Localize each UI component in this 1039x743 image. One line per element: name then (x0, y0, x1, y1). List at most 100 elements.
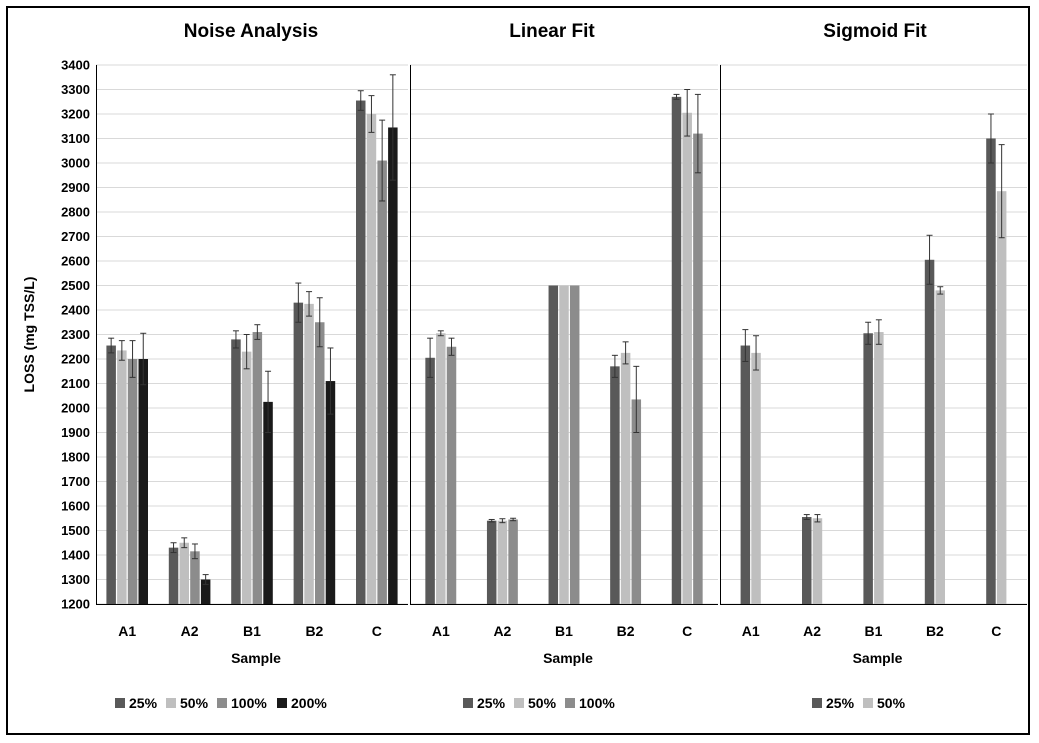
panel-title-0: Noise Analysis (184, 21, 318, 42)
bar-B2-50% (935, 290, 945, 604)
legend-swatch-25% (115, 698, 125, 708)
y-tick-label: 1200 (61, 597, 90, 612)
y-tick-label: 1400 (61, 548, 90, 563)
x-tick-label-C: C (682, 623, 692, 639)
y-tick-label: 1900 (61, 425, 90, 440)
y-tick-label: 3000 (61, 156, 90, 171)
x-tick-label-B2: B2 (305, 623, 323, 639)
y-tick-label: 2800 (61, 205, 90, 220)
x-tick-label-A2: A2 (803, 623, 821, 639)
legend-swatch-200% (277, 698, 287, 708)
y-tick-label: 1300 (61, 572, 90, 587)
legend-swatch-50% (863, 698, 873, 708)
x-tick-label-A1: A1 (742, 623, 760, 639)
bar-B1-100% (252, 332, 263, 604)
y-tick-label: 3200 (61, 107, 90, 122)
bar-B2-50% (304, 303, 314, 604)
y-tick-label: 2600 (61, 254, 90, 269)
bar-B2-25% (293, 302, 304, 604)
x-axis-label-1: Sample (543, 650, 593, 666)
x-tick-label-C: C (372, 623, 382, 639)
bar-B2-200% (325, 381, 336, 604)
x-tick-label-B2: B2 (926, 623, 944, 639)
legend-swatch-50% (166, 698, 176, 708)
legend-label-25%: 25% (477, 695, 506, 711)
x-tick-label-B1: B1 (555, 623, 573, 639)
legend-label-200%: 200% (291, 695, 327, 711)
y-axis-label: LOSS (mg TSS/L) (21, 277, 37, 393)
legend-swatch-50% (514, 698, 524, 708)
bar-C-100% (693, 133, 703, 604)
bar-A2-50% (812, 518, 823, 604)
bar-C-50% (366, 114, 377, 604)
x-tick-label-B2: B2 (617, 623, 635, 639)
y-tick-label: 2200 (61, 352, 90, 367)
x-axis-label-2: Sample (853, 650, 903, 666)
legend-swatch-100% (217, 698, 227, 708)
bar-A1-50% (751, 352, 761, 604)
bar-B1-25% (231, 339, 241, 604)
bar-B1-50% (559, 285, 569, 604)
y-tick-label: 3400 (61, 58, 90, 73)
x-axis-label-0: Sample (231, 650, 281, 666)
x-tick-label-A2: A2 (181, 623, 199, 639)
y-tick-label: 1700 (61, 474, 90, 489)
x-tick-label-B1: B1 (865, 623, 883, 639)
bar-B2-50% (620, 352, 631, 604)
bar-B1-50% (241, 351, 252, 604)
legend-label-100%: 100% (231, 695, 267, 711)
x-tick-label-B1: B1 (243, 623, 261, 639)
bar-A2-100% (508, 519, 518, 604)
bar-A2-25% (486, 520, 497, 604)
figure-frame (6, 6, 1030, 735)
legend-swatch-25% (812, 698, 822, 708)
bar-A1-100% (127, 359, 138, 604)
legend-label-25%: 25% (826, 695, 855, 711)
bar-C-200% (388, 127, 398, 604)
legend-label-50%: 50% (528, 695, 557, 711)
y-tick-label: 2500 (61, 278, 90, 293)
bar-C-50% (996, 191, 1007, 605)
bar-B2-25% (924, 259, 935, 604)
y-tick-label: 2400 (61, 303, 90, 318)
bar-A2-25% (168, 547, 179, 604)
y-tick-label: 1800 (61, 450, 90, 465)
bar-C-25% (356, 100, 366, 605)
bar-A1-50% (436, 333, 446, 604)
bar-A2-50% (179, 542, 189, 604)
x-tick-label-C: C (991, 623, 1001, 639)
y-tick-label: 2300 (61, 327, 90, 342)
legend-label-100%: 100% (579, 695, 615, 711)
x-tick-label-A2: A2 (493, 623, 511, 639)
bar-B2-100% (631, 399, 642, 604)
y-tick-label: 3100 (61, 131, 90, 146)
bar-A1-50% (117, 350, 127, 604)
bar-A1-25% (740, 345, 751, 604)
bar-A1-200% (138, 359, 148, 604)
bar-B1-100% (569, 285, 580, 604)
bar-C-25% (986, 138, 996, 604)
y-tick-label: 2000 (61, 401, 90, 416)
y-tick-label: 3300 (61, 82, 90, 97)
bar-B1-50% (874, 332, 884, 604)
bar-C-50% (682, 112, 692, 605)
bar-A2-200% (200, 579, 211, 604)
bar-A2-100% (190, 551, 200, 604)
bar-C-25% (671, 96, 682, 604)
panel-title-1: Linear Fit (509, 21, 595, 42)
y-tick-label: 1500 (61, 523, 90, 538)
y-tick-label: 2100 (61, 376, 90, 391)
bar-A2-50% (497, 520, 508, 604)
y-tick-label: 2900 (61, 180, 90, 195)
y-tick-label: 1600 (61, 499, 90, 514)
legend-label-50%: 50% (180, 695, 209, 711)
legend-swatch-100% (565, 698, 575, 708)
bar-A1-25% (106, 345, 116, 604)
panel-title-2: Sigmoid Fit (823, 21, 927, 42)
bar-B2-25% (610, 366, 620, 604)
bar-C-100% (377, 160, 387, 605)
legend-label-50%: 50% (877, 695, 906, 711)
bar-A1-25% (425, 357, 435, 604)
bar-B1-25% (548, 285, 559, 604)
